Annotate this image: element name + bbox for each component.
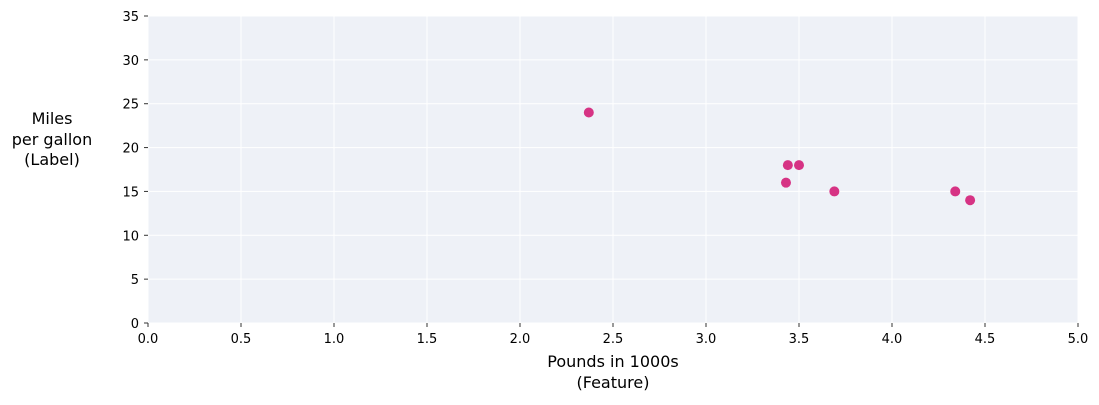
x-axis-label-line2: (Feature) <box>577 373 650 392</box>
y-tick-label: 35 <box>122 10 139 25</box>
y-tick-label: 5 <box>131 273 139 288</box>
y-tick-label: 20 <box>122 142 139 157</box>
data-point <box>782 160 793 171</box>
x-tick-label: 3.5 <box>789 332 810 347</box>
x-axis-label-line1: Pounds in 1000s <box>547 352 678 371</box>
data-point <box>950 186 961 197</box>
y-axis-label-line2: per gallon <box>12 130 92 149</box>
data-point <box>965 195 976 206</box>
x-tick-label: 1.0 <box>324 332 345 347</box>
x-tick-label: 0.5 <box>231 332 252 347</box>
y-tick-label: 0 <box>131 317 139 332</box>
y-axis-label-line1: Miles <box>32 109 73 128</box>
x-tick-label: 5.0 <box>1068 332 1089 347</box>
y-tick-label: 15 <box>122 185 139 200</box>
x-tick-label: 2.0 <box>510 332 531 347</box>
x-tick-label: 0.0 <box>138 332 159 347</box>
data-point <box>780 177 791 188</box>
grid <box>147 15 1079 324</box>
points <box>583 107 976 206</box>
y-tick-label: 10 <box>122 229 139 244</box>
x-tick-label: 1.5 <box>417 332 438 347</box>
y-tick-label: 30 <box>122 54 139 69</box>
x-tick-label: 4.5 <box>975 332 996 347</box>
ticks: 0.0 0.5 1.0 1.5 2.0 2.5 3.0 3.5 4.0 4.5 5.0 0 5 10 15 2… <box>122 10 1088 347</box>
data-point <box>829 186 840 197</box>
data-point <box>794 160 804 171</box>
x-tick-label: 3.0 <box>696 332 717 347</box>
y-tick-label: 25 <box>122 98 139 113</box>
data-point <box>583 107 594 118</box>
x-tick-label: 2.5 <box>603 332 624 347</box>
y-axis-label-line3: (Label) <box>24 150 80 169</box>
x-tick-label: 4.0 <box>882 332 903 347</box>
